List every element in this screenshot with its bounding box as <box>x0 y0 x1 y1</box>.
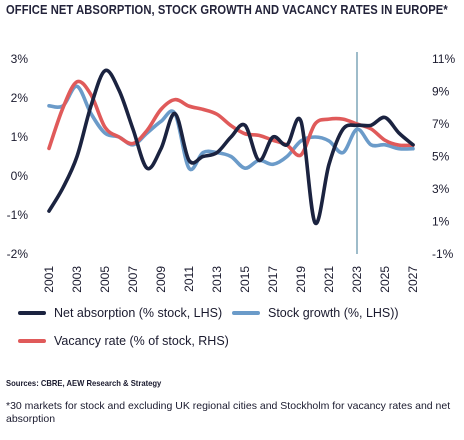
right-tick-label: 9% <box>432 85 450 99</box>
left-tick-label: 1% <box>11 130 29 144</box>
legend-label-stock-growth: Stock growth (%, LHS)) <box>268 306 399 320</box>
x-tick-label: 2025 <box>378 266 392 293</box>
left-tick-label: 3% <box>11 52 29 66</box>
x-tick-label: 2015 <box>238 266 252 293</box>
left-tick-label: 0% <box>11 169 29 183</box>
right-tick-label: 3% <box>432 182 450 196</box>
legend-label-vacancy-rate: Vacancy rate (% of stock, RHS) <box>54 334 229 348</box>
legend-swatch-stock-growth <box>232 311 260 315</box>
left-tick-label: -1% <box>7 208 29 222</box>
x-tick-label: 2027 <box>406 266 420 293</box>
left-axis: -2% -1% 0% 1% 2% 3% <box>7 52 29 261</box>
x-tick-label: 2013 <box>210 266 224 293</box>
x-tick-label: 2023 <box>350 266 364 293</box>
right-tick-label: 1% <box>432 215 450 229</box>
x-axis: 2001 2003 2005 2007 2009 2011 2013 2015 2017 2019… <box>42 266 420 293</box>
right-tick-label: 11% <box>432 52 455 66</box>
footnote: *30 markets for stock and excluding UK r… <box>6 400 451 425</box>
legend-item-stock-growth: Stock growth (%, LHS)) <box>232 306 399 320</box>
right-tick-label: -1% <box>432 247 454 261</box>
series-vacancy-rate <box>47 79 415 158</box>
right-axis: -1% 1% 3% 5% 7% 9% 11% <box>432 52 455 261</box>
sources-note: Sources: CBRE, AEW Research & Strategy <box>6 378 162 388</box>
x-tick-label: 2009 <box>154 266 168 293</box>
chart-title: OFFICE NET ABSORPTION, STOCK GROWTH AND … <box>6 2 448 17</box>
right-tick-label: 5% <box>432 150 450 164</box>
x-tick-label: 2017 <box>266 266 280 293</box>
legend-item-net-absorption: Net absorption (% stock, LHS) <box>18 306 222 320</box>
legend: Net absorption (% stock, LHS) Stock grow… <box>18 302 458 360</box>
x-tick-label: 2007 <box>126 266 140 293</box>
legend-label-net-absorption: Net absorption (% stock, LHS) <box>54 306 223 320</box>
x-tick-label: 2019 <box>294 266 308 293</box>
legend-swatch-net-absorption <box>18 311 46 315</box>
legend-swatch-vacancy-rate <box>18 339 46 343</box>
legend-item-vacancy-rate: Vacancy rate (% of stock, RHS) <box>18 334 229 348</box>
right-tick-label: 7% <box>432 117 450 131</box>
left-tick-label: -2% <box>7 247 29 261</box>
series-net-absorption <box>47 68 415 225</box>
series-stock-growth <box>47 84 415 172</box>
x-tick-label: 2003 <box>70 266 84 293</box>
line-chart: -2% -1% 0% 1% 2% 3% -1% 1% 3% 5% 7% 9% 11% 2001 2003… <box>7 52 455 293</box>
series-lines <box>47 68 415 225</box>
x-tick-label: 2021 <box>322 266 336 293</box>
x-tick-label: 2011 <box>182 266 196 292</box>
x-tick-label: 2005 <box>98 266 112 293</box>
left-tick-label: 2% <box>11 91 29 105</box>
x-tick-label: 2001 <box>42 266 56 293</box>
